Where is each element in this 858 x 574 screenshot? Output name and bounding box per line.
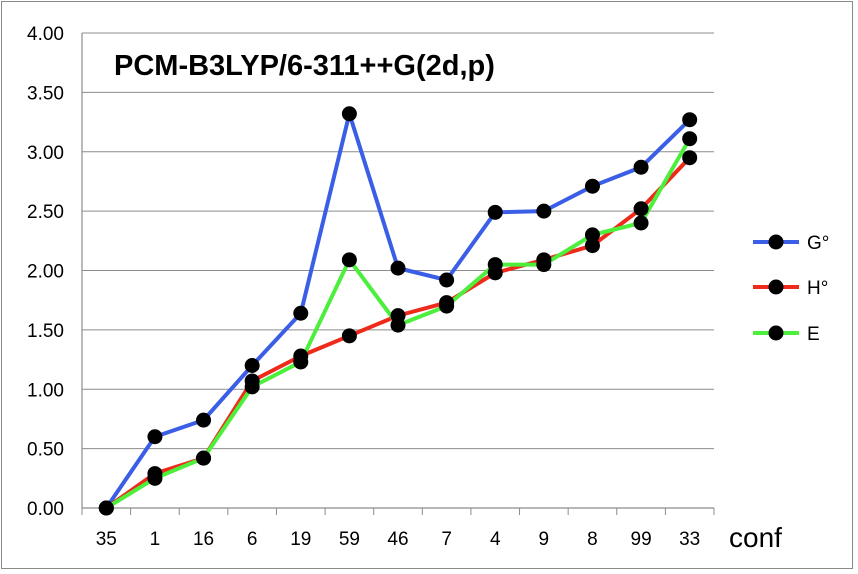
data-point	[390, 260, 406, 276]
y-tick-label: 2.00	[27, 262, 64, 283]
data-point	[633, 215, 649, 231]
data-point	[584, 238, 600, 254]
x-tick-label: 1	[150, 529, 161, 550]
chart-title: PCM-B3LYP/6-311++G(2d,p)	[114, 50, 495, 82]
data-point	[633, 201, 649, 217]
x-tick-label: 35	[96, 529, 117, 550]
legend-marker	[768, 234, 784, 250]
x-tick-label: 7	[441, 529, 452, 550]
data-point	[244, 379, 260, 395]
data-point	[536, 203, 552, 219]
data-point	[390, 317, 406, 333]
data-point	[584, 227, 600, 243]
y-tick-label: 2.50	[27, 202, 64, 223]
data-point	[682, 131, 698, 147]
y-tick-label: 4.00	[27, 24, 64, 45]
legend-label: H°	[807, 278, 828, 299]
data-point	[293, 354, 309, 370]
data-point	[682, 150, 698, 166]
x-tick-label: 16	[193, 529, 214, 550]
data-point	[439, 272, 455, 288]
y-tick-label: 0.00	[27, 499, 64, 520]
y-tick-label: 3.50	[27, 83, 64, 104]
legend-marker	[768, 325, 784, 341]
x-tick-label: 19	[290, 529, 311, 550]
legend-label: G°	[807, 233, 829, 254]
data-point	[341, 106, 357, 122]
x-tick-label: 8	[587, 529, 598, 550]
data-point	[293, 305, 309, 321]
data-point	[341, 252, 357, 268]
data-point	[98, 500, 114, 516]
data-point	[487, 257, 503, 273]
data-point	[196, 450, 212, 466]
x-tick-label: 6	[247, 529, 258, 550]
data-point	[487, 204, 503, 220]
x-axis-title: conf	[729, 522, 782, 553]
data-point	[341, 328, 357, 344]
series-line-1	[104, 155, 692, 510]
data-point	[147, 429, 163, 445]
data-point	[244, 358, 260, 373]
y-tick-label: 0.50	[27, 440, 64, 461]
y-tick-label: 1.50	[27, 321, 64, 342]
data-point	[439, 298, 455, 314]
x-tick-label: 33	[679, 529, 700, 550]
x-tick-label: 4	[490, 529, 501, 550]
data-point	[147, 470, 163, 486]
x-tick-label: 9	[539, 529, 550, 550]
x-tick-label: 46	[387, 529, 408, 550]
legend-label: E	[807, 324, 820, 345]
data-point	[682, 112, 698, 128]
y-tick-label: 1.00	[27, 380, 64, 401]
x-tick-label: 99	[631, 529, 652, 550]
x-tick-label: 59	[339, 529, 360, 550]
data-point	[584, 178, 600, 194]
data-point	[196, 412, 212, 428]
legend-marker	[768, 279, 784, 295]
y-tick-label: 3.00	[27, 143, 64, 164]
data-point	[536, 257, 552, 273]
data-point	[633, 159, 649, 175]
